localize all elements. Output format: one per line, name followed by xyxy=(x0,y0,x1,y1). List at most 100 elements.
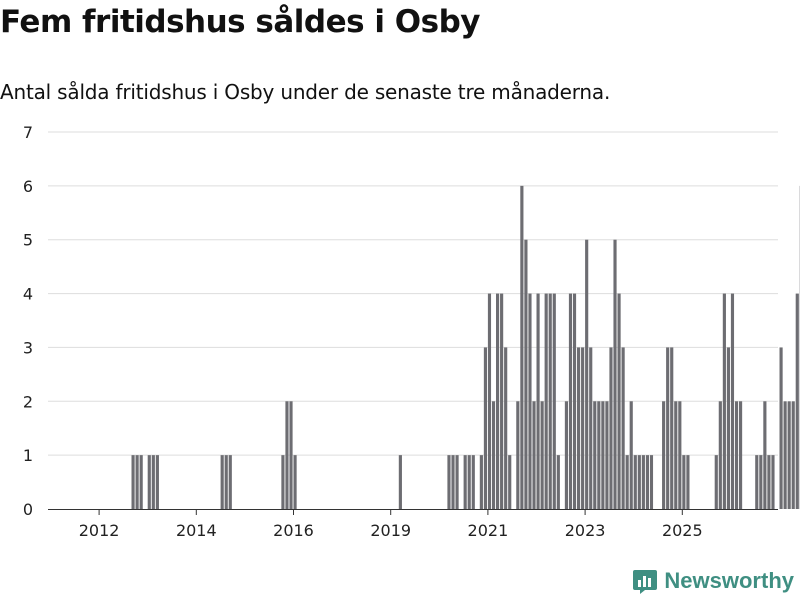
y-axis-ticks: 0 1 2 3 4 5 6 7 xyxy=(23,123,33,519)
x-tick-label: 2014 xyxy=(176,521,217,540)
bar xyxy=(755,455,759,509)
y-tick-label: 1 xyxy=(23,446,33,465)
bar xyxy=(285,401,289,509)
y-tick-label: 7 xyxy=(23,123,33,142)
bar xyxy=(398,455,402,509)
bar xyxy=(641,455,645,509)
y-tick-label: 6 xyxy=(23,177,33,196)
bar xyxy=(520,185,524,509)
bar xyxy=(730,293,735,509)
bar xyxy=(739,401,743,509)
bar xyxy=(791,401,795,509)
bar xyxy=(147,455,151,509)
bar xyxy=(508,455,512,509)
bar xyxy=(621,347,625,509)
grid-lines xyxy=(48,131,778,456)
bar xyxy=(617,293,621,509)
bar xyxy=(593,401,597,509)
bar xyxy=(625,455,629,509)
bar xyxy=(135,455,139,509)
bar xyxy=(447,455,451,509)
bar xyxy=(544,293,548,509)
bar xyxy=(139,455,143,509)
bar xyxy=(500,293,504,509)
x-tick-label: 2025 xyxy=(662,521,703,540)
bar xyxy=(451,455,455,509)
bar xyxy=(487,293,492,509)
bar xyxy=(763,401,767,509)
bar xyxy=(633,455,637,509)
bar xyxy=(504,347,508,509)
bar xyxy=(572,293,577,509)
x-tick-label: 2012 xyxy=(79,521,120,540)
bar xyxy=(795,293,799,509)
bar xyxy=(783,401,787,509)
bar xyxy=(524,239,528,509)
bar xyxy=(686,455,690,509)
x-tick-label: 2021 xyxy=(468,521,509,540)
bar xyxy=(281,455,285,509)
bar xyxy=(649,455,654,509)
bar xyxy=(678,401,682,509)
bar xyxy=(491,401,496,509)
bar xyxy=(605,401,609,509)
y-tick-label: 5 xyxy=(23,231,33,250)
brand-name: Newsworthy xyxy=(664,568,794,593)
bar xyxy=(722,293,726,509)
x-tick-label: 2023 xyxy=(565,521,606,540)
chart-title: Fem fritidshus såldes i Osby xyxy=(0,4,481,40)
bar xyxy=(645,455,649,509)
bar xyxy=(718,401,722,509)
bar xyxy=(528,293,532,509)
bar xyxy=(666,347,670,509)
bar xyxy=(479,455,483,509)
bar xyxy=(467,455,471,509)
bar xyxy=(228,455,232,509)
bar xyxy=(779,347,783,509)
y-tick-label: 4 xyxy=(23,285,33,304)
bar xyxy=(585,239,589,509)
bar xyxy=(556,455,560,509)
bar xyxy=(293,455,297,509)
bar xyxy=(726,347,730,509)
bar xyxy=(220,455,224,509)
bar xyxy=(131,455,135,509)
bar xyxy=(589,347,593,509)
bar xyxy=(734,401,739,509)
bar xyxy=(483,347,487,509)
chart-subtitle: Antal sålda fritidshus i Osby under de s… xyxy=(0,80,611,104)
y-tick-label: 2 xyxy=(23,392,33,411)
bar xyxy=(601,401,605,509)
bar xyxy=(787,401,791,509)
bar xyxy=(577,347,581,509)
bar xyxy=(548,293,552,509)
newsworthy-logo[interactable]: Newsworthy xyxy=(632,568,794,594)
bar xyxy=(155,455,159,509)
bar xyxy=(151,455,155,509)
x-tick-label: 2016 xyxy=(273,521,314,540)
bar xyxy=(455,455,459,509)
bar xyxy=(224,455,228,509)
bar xyxy=(682,455,686,509)
bar xyxy=(597,401,601,509)
bar xyxy=(609,347,613,509)
bar xyxy=(540,401,544,509)
bar xyxy=(532,401,536,509)
bar xyxy=(613,239,617,509)
bar xyxy=(471,455,475,509)
bar xyxy=(568,293,573,509)
bar xyxy=(714,455,718,509)
bar xyxy=(674,401,678,509)
bar xyxy=(662,401,666,509)
bar xyxy=(767,455,771,509)
bar xyxy=(496,293,500,509)
bar xyxy=(564,401,568,509)
y-tick-label: 3 xyxy=(23,338,33,357)
bar xyxy=(629,401,633,509)
bar xyxy=(463,455,467,509)
bar xyxy=(289,401,293,509)
bar xyxy=(759,455,763,509)
bar xyxy=(552,293,556,509)
bar xyxy=(516,401,520,509)
